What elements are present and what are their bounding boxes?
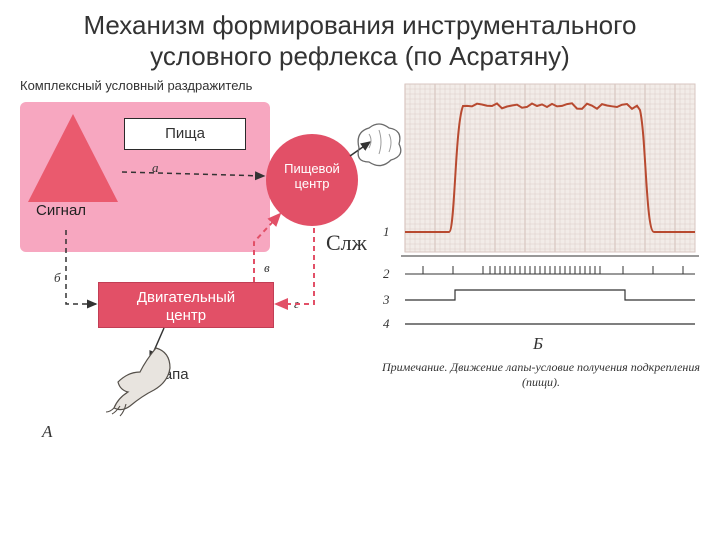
signal-triangle-icon: [28, 114, 118, 202]
panel-b-caption: Примечание. Движение лапы-условие получе…: [381, 360, 701, 389]
edge-label-a: а: [152, 160, 159, 176]
edge-label-g: г: [294, 296, 299, 312]
trace-label-1: 1: [383, 224, 390, 240]
page-title: Механизм формирования инструментального …: [0, 0, 720, 72]
panel-b-chart: [375, 72, 705, 352]
food-box: Пища: [124, 118, 246, 150]
signal-label: Сигнал: [36, 202, 86, 219]
panel-a-letter: А: [42, 422, 52, 442]
caption-text: Движение лапы-условие получения подкрепл…: [451, 360, 700, 388]
trace-label-3: 3: [383, 292, 390, 308]
edge-label-v: в: [264, 260, 270, 276]
trace-label-4: 4: [383, 316, 390, 332]
figure: Комплексный условный раздражитель Пища С…: [0, 72, 720, 492]
title-text: Механизм формирования инструментального …: [83, 10, 636, 71]
food-box-label: Пища: [165, 125, 205, 142]
panel-b: 1 2 3 4 Б Примечание. Движение лапы-усло…: [375, 72, 705, 452]
trace-label-2: 2: [383, 266, 390, 282]
edge-label-b: б: [54, 270, 61, 286]
food-center-node: Пищевойцентр: [266, 134, 358, 226]
panel-b-letter: Б: [533, 334, 543, 354]
food-center-label: Пищевойцентр: [284, 161, 340, 191]
caption-prefix: Примечание.: [382, 360, 448, 374]
gland-label: Слж: [326, 230, 367, 256]
panel-a: Комплексный условный раздражитель Пища С…: [14, 72, 360, 452]
panel-a-heading: Комплексный условный раздражитель: [20, 78, 360, 93]
paw-icon: [100, 342, 190, 422]
motor-center-label: Двигательныйцентр: [137, 289, 235, 323]
motor-center-node: Двигательныйцентр: [98, 282, 274, 328]
